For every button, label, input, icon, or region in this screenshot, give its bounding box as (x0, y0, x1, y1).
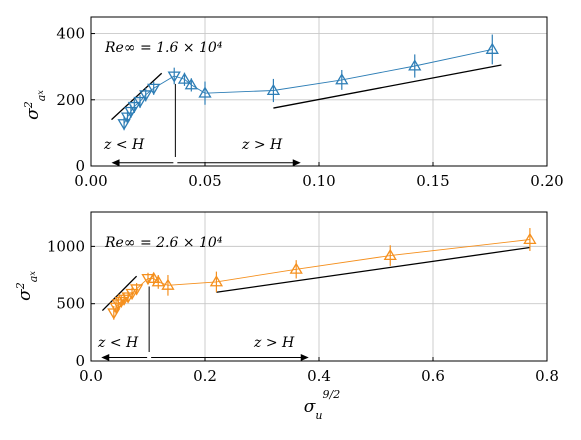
bottom-data-point (161, 278, 175, 290)
bottom-x-tick-label: 0.0 (79, 367, 103, 385)
bottom-x-tick-label: 0.6 (421, 367, 445, 385)
top-x-tick-label: 0.15 (416, 172, 449, 190)
bottom-right-region-label: z > H (253, 335, 295, 351)
bottom-panel: σ2ax Re∞ = 2.6 × 10⁴ z < H z > H σu9/2 0… (14, 211, 559, 422)
top-data-point (117, 119, 131, 131)
bottom-data-point (523, 232, 537, 245)
bottom-x-tick-label: 0.2 (193, 367, 217, 385)
top-data-point (147, 83, 161, 95)
bottom-reynolds-annotation: Re∞ = 2.6 × 10⁴ (104, 235, 223, 251)
bottom-x-tick-label: 0.4 (307, 367, 331, 385)
bottom-data-point (383, 248, 397, 261)
bottom-y-axis-label: σ2ax (14, 271, 40, 301)
top-y-axis-label: σ2ax (22, 90, 48, 120)
top-data-point (167, 71, 181, 83)
top-x-tick-label: 0.05 (188, 172, 221, 190)
top-left-region-label: z < H (103, 137, 145, 153)
bottom-x-axis-label: σu9/2 (304, 388, 340, 422)
bottom-x-tick-label: 0.8 (535, 367, 559, 385)
bottom-data-point (125, 288, 139, 301)
bottom-data-point (129, 284, 144, 296)
bottom-y-tick-label: 500 (56, 295, 85, 313)
bottom-left-region-label: z < H (97, 335, 139, 351)
bottom-data-line (113, 239, 530, 314)
bottom-trend-line (216, 246, 530, 293)
bottom-trend-line (101, 275, 138, 312)
top-data-point (127, 101, 141, 114)
top-y-tick-label: 400 (56, 25, 85, 43)
top-right-arrow-head (292, 159, 301, 167)
top-data-point (177, 72, 192, 84)
top-trend-line (111, 72, 163, 121)
bottom-data-point (209, 275, 224, 287)
bottom-data-point (141, 273, 155, 286)
bottom-y-tick-label: 1000 (47, 237, 85, 255)
top-x-tick-label: 0.10 (302, 172, 335, 190)
top-data-point (133, 96, 147, 109)
top-panel: σ2ax Re∞ = 1.6 × 10⁴ z < H z > H 0.00 0.0… (22, 16, 564, 190)
top-reynolds-annotation: Re∞ = 1.6 × 10⁴ (104, 40, 223, 56)
bottom-data-point (147, 271, 161, 283)
top-x-tick-label: 0.20 (530, 172, 563, 190)
top-data-point (335, 73, 349, 85)
bottom-data-point (289, 262, 303, 274)
top-data-point (124, 106, 138, 119)
top-data-point (184, 78, 198, 90)
bottom-y-tick-label: 0 (75, 352, 85, 370)
top-x-tick-label: 0.00 (74, 172, 107, 190)
top-data-point (266, 83, 281, 96)
top-data-line (123, 49, 493, 124)
bottom-right-arrow-head (300, 354, 309, 362)
top-data-point (485, 42, 499, 54)
top-data-point (198, 86, 212, 98)
top-data-point (120, 112, 135, 124)
top-y-tick-label: 200 (56, 91, 85, 109)
top-left-arrow-head (111, 159, 120, 167)
top-y-tick-label: 0 (75, 157, 85, 175)
top-right-region-label: z > H (241, 137, 283, 153)
bottom-data-point (151, 275, 165, 287)
top-trend-line (273, 64, 502, 109)
bottom-left-arrow-head (101, 354, 110, 362)
top-data-point (408, 59, 422, 71)
top-data-point (139, 90, 153, 102)
